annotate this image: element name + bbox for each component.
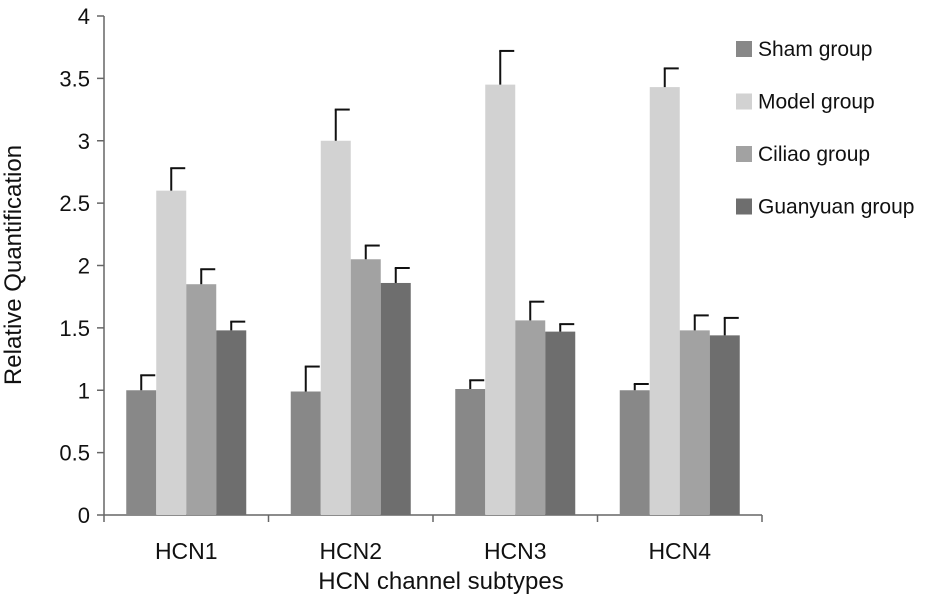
x-category-label: HCN1 (155, 538, 218, 564)
legend-swatch (736, 93, 752, 110)
x-axis-title: HCN channel subtypes (318, 568, 563, 595)
bar-hcn1-ciliao-group (186, 284, 217, 515)
bar-hcn4-guanyuan-group (709, 335, 740, 515)
y-axis-title: Relative Quantification (0, 145, 27, 385)
y-axis-ticks: 0 0.5 1 1.5 2 2.5 3 3.5 4 (59, 4, 104, 528)
x-category-label: HCN4 (648, 538, 711, 564)
legend-label: Model group (758, 91, 875, 114)
y-tick-label: 0 (78, 503, 90, 528)
x-category-label: HCN3 (484, 538, 547, 564)
error-bars (140, 49, 739, 392)
y-tick-label: 4 (78, 4, 90, 29)
y-tick-label: 0.5 (59, 441, 90, 466)
bar-hcn2-sham-group (290, 391, 321, 515)
y-tick-label: 3.5 (59, 66, 90, 91)
legend-swatch (736, 41, 752, 57)
bar-hcn4-model-group (649, 87, 680, 516)
bars (126, 84, 740, 516)
y-tick-label: 2.5 (59, 191, 90, 216)
legend-swatch (736, 198, 752, 215)
bar-hcn3-guanyuan-group (545, 331, 576, 515)
legend-label: Ciliao group (758, 143, 870, 166)
bar-hcn3-model-group (485, 84, 516, 516)
category-labels: HCN1 HCN2 HCN3 HCN4 (155, 538, 711, 564)
bar-hcn1-model-group (156, 190, 187, 515)
bar-hcn3-ciliao-group (515, 320, 546, 515)
bar-hcn1-guanyuan-group (216, 330, 247, 515)
y-tick-label: 1.5 (59, 316, 90, 341)
bar-hcn3-sham-group (455, 389, 486, 515)
legend-swatch (736, 146, 752, 162)
legend: Sham group Model group Ciliao group Guanyua… (736, 38, 914, 219)
x-category-label: HCN2 (319, 538, 382, 564)
bar-hcn2-ciliao-group (350, 259, 381, 515)
bar-hcn2-model-group (320, 140, 351, 515)
legend-label: Guanyuan group (758, 196, 914, 219)
x-axis-ticks (103, 515, 763, 522)
y-tick-label: 2 (78, 254, 90, 279)
legend-label: Sham group (758, 38, 872, 61)
y-tick-label: 3 (78, 129, 90, 154)
y-tick-label: 1 (78, 378, 90, 403)
bar-hcn1-sham-group (126, 390, 157, 515)
bar-hcn4-sham-group (619, 390, 650, 515)
bar-hcn4-ciliao-group (679, 330, 710, 515)
bar-hcn2-guanyuan-group (380, 282, 411, 515)
